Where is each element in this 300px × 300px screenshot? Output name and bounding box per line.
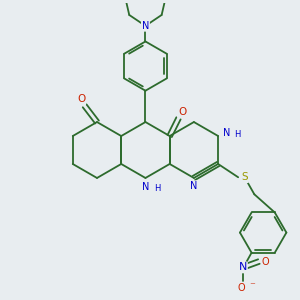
Text: N: N [142,182,149,192]
Text: H: H [235,130,241,139]
Text: O: O [178,107,186,117]
Text: N: N [238,262,247,272]
Text: H: H [154,184,160,194]
Text: O: O [262,256,269,266]
Text: O: O [237,283,245,293]
Text: N: N [223,128,230,138]
Text: N: N [142,21,149,31]
Text: ⁻: ⁻ [249,282,255,292]
Text: N: N [190,181,198,191]
Text: O: O [77,94,85,104]
Text: S: S [241,172,248,182]
